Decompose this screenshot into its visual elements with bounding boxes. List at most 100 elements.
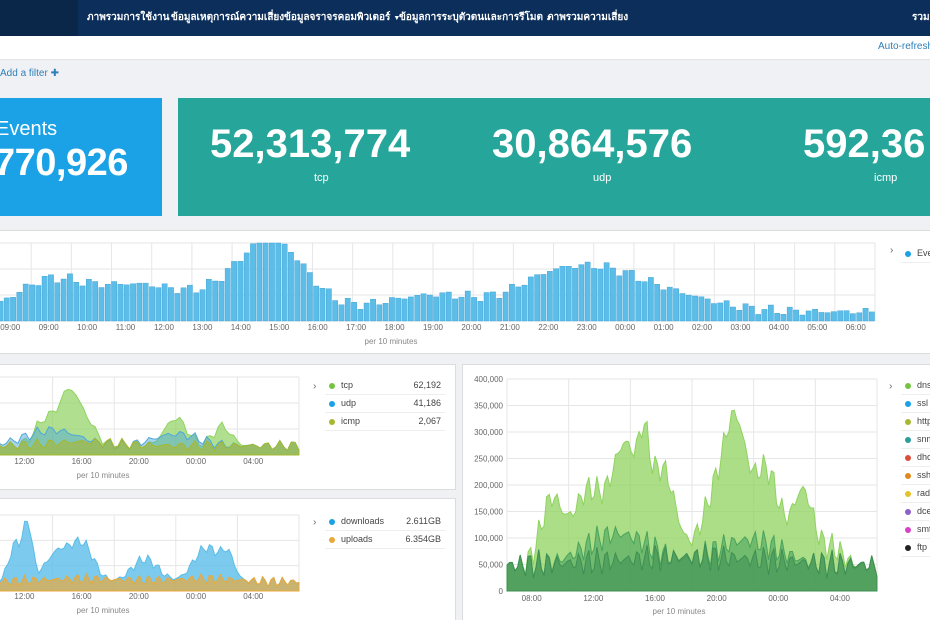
legend-toggle-icon[interactable]: › [890, 245, 894, 256]
histogram-bar [458, 296, 465, 322]
legend-item[interactable]: icmp 2,067 [325, 413, 445, 431]
histogram-bar [351, 302, 357, 322]
histogram-bar [60, 278, 67, 322]
legend-toggle-icon[interactable]: › [313, 381, 317, 392]
nav-item-identity-remote[interactable]: ข้อมูลการระบุตัวตนและการรีโมต ▼ [399, 0, 553, 36]
nav-item-label: ภาพรวมความเสี่ยง [547, 12, 629, 23]
nav-item-label: ข้อมูลการระบุตัวตนและการรีโมต [399, 12, 543, 23]
histogram-bar [237, 261, 244, 322]
legend-dot [329, 383, 335, 389]
x-tick-label: 04:00 [243, 457, 264, 466]
y-tick-label: 200,000 [474, 481, 503, 490]
legend-item[interactable]: smt [901, 521, 930, 539]
plus-icon: ✚ [50, 68, 59, 79]
y-tick-label: 50,000 [479, 561, 504, 570]
x-tick-label: 03:00 [730, 323, 751, 332]
histogram-bar [16, 292, 23, 322]
histogram-bar [85, 279, 92, 322]
legend-item[interactable]: http [901, 413, 930, 431]
brand-logo[interactable] [0, 0, 78, 36]
top-nav: ภาพรวมการใช้งาน ข้อมูลเหตุการณ์ความเสี่ย… [0, 0, 930, 36]
legend-item[interactable]: Eve [901, 245, 930, 263]
tcp-metric-value: 52,313,774 [210, 122, 411, 166]
legend-item[interactable]: uploads 6.354GB [325, 531, 445, 549]
x-tick-label: 04:00 [830, 594, 851, 603]
protocol-area-chart: 12:00 16:00 20:00 00:00 04:00 per 10 minutes [0, 376, 300, 480]
histogram-bar [547, 271, 553, 322]
x-tick-label: 04:00 [769, 323, 790, 332]
x-tick-label: 09:00 [0, 323, 21, 332]
legend-toggle-icon[interactable]: › [313, 517, 317, 528]
icmp-metric-label: icmp [874, 172, 898, 184]
legend-item[interactable]: ftp [901, 539, 930, 557]
histogram-bar [313, 285, 320, 322]
y-tick-label: 250,000 [474, 455, 503, 464]
nav-item-risk-events[interactable]: ข้อมูลเหตุการณ์ความเสี่ยง [171, 0, 284, 36]
legend-dot [905, 455, 911, 461]
legend-name: ssh [917, 470, 930, 480]
legend-item[interactable]: ssl [901, 395, 930, 413]
histogram-bar [692, 295, 698, 322]
legend-name: udp [341, 398, 357, 408]
histogram-bar [363, 302, 370, 322]
histogram-bar [130, 283, 136, 322]
histogram-bar [174, 293, 181, 322]
legend-item[interactable]: downloads 2.611GB [325, 513, 445, 531]
x-tick-label: 05:00 [807, 323, 828, 332]
histogram-bar [774, 313, 781, 322]
add-filter-button[interactable]: Add a filter ✚ [0, 68, 59, 79]
histogram-bar [509, 284, 515, 322]
histogram-bar [856, 312, 863, 322]
histogram-bar [496, 298, 503, 322]
x-tick-label: 13:00 [192, 323, 213, 332]
legend-item[interactable]: rad [901, 485, 930, 503]
events-histogram-chart: 09:00 09:00 10:00 11:00 12:00 13:00 14:00 15:00… [0, 242, 876, 346]
x-tick-label: 17:00 [346, 323, 367, 332]
nav-item-usage-overview[interactable]: ภาพรวมการใช้งาน [87, 0, 169, 36]
nav-item-risk-overview[interactable]: ภาพรวมความเสี่ยง [547, 0, 628, 36]
legend-item[interactable]: ssh [901, 467, 930, 485]
histogram-bar [344, 297, 351, 322]
histogram-bar [439, 292, 446, 322]
x-tick-label: 11:00 [116, 323, 136, 332]
histogram-bar [730, 306, 736, 322]
histogram-bar [275, 242, 282, 322]
y-tick-label: 350,000 [474, 402, 503, 411]
histogram-bar [818, 312, 825, 322]
x-tick-label: 12:00 [14, 592, 35, 601]
legend-name: dns [917, 380, 930, 390]
legend-toggle-icon[interactable]: › [889, 381, 893, 392]
service-axis-label: per 10 minutes [653, 607, 706, 616]
nav-item-computer-traffic[interactable]: ข้อมูลจราจรคอมพิวเตอร์ ▼ [284, 0, 400, 36]
auto-refresh-button[interactable]: Auto-refresh [878, 41, 930, 52]
histogram-bar [319, 288, 326, 322]
legend-name: icmp [341, 416, 361, 426]
legend-name: smt [917, 524, 930, 534]
protocol-metric-panel: 52,313,774 tcp 30,864,576 udp 592,36 icm… [178, 98, 930, 216]
histogram-bar [850, 313, 856, 322]
nav-item-total[interactable]: รวม [912, 0, 930, 36]
legend-item[interactable]: dhc [901, 449, 930, 467]
histogram-bar [307, 272, 313, 322]
y-tick-label: 100,000 [474, 534, 503, 543]
legend-item[interactable]: dns [901, 377, 930, 395]
legend-item[interactable]: dce [901, 503, 930, 521]
x-tick-label: 20:00 [461, 323, 482, 332]
service-chart-panel: 400,000 350,000 300,000 250,000 200,000 150,0… [462, 364, 930, 620]
legend-item[interactable]: tcp 62,192 [325, 377, 445, 395]
legend-item[interactable]: snm [901, 431, 930, 449]
histogram-bar [326, 288, 332, 322]
histogram-bar [490, 291, 496, 322]
histogram-bar [243, 252, 250, 322]
histogram-bar [786, 306, 793, 322]
histogram-bar [685, 294, 692, 322]
legend-dot [905, 509, 911, 515]
legend-item[interactable]: udp 41,186 [325, 395, 445, 413]
histogram-bar [123, 284, 130, 322]
x-tick-label: 08:00 [522, 594, 543, 603]
legend-dot [905, 437, 911, 443]
histogram-bar [673, 288, 679, 322]
udp-metric-value: 30,864,576 [492, 122, 693, 166]
histogram-bar [528, 276, 534, 322]
x-tick-label: 02:00 [692, 323, 713, 332]
